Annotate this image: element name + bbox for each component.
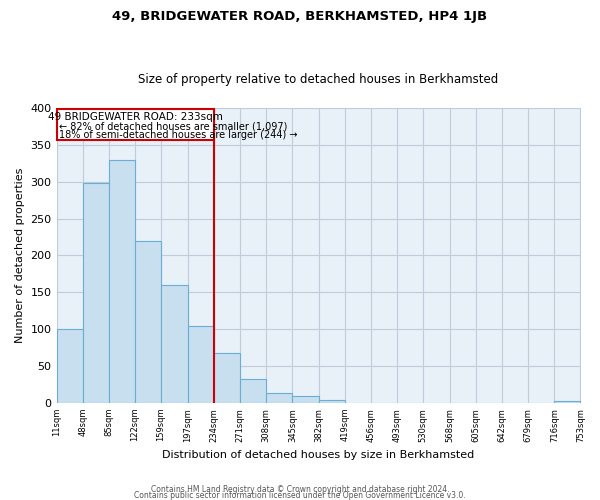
Text: 18% of semi-detached houses are larger (244) →: 18% of semi-detached houses are larger (… xyxy=(59,130,298,140)
Bar xyxy=(214,353,240,403)
FancyBboxPatch shape xyxy=(56,110,214,140)
Bar xyxy=(292,396,319,403)
Bar xyxy=(554,402,580,403)
Text: 49 BRIDGEWATER ROAD: 233sqm: 49 BRIDGEWATER ROAD: 233sqm xyxy=(48,112,223,122)
Text: 49, BRIDGEWATER ROAD, BERKHAMSTED, HP4 1JB: 49, BRIDGEWATER ROAD, BERKHAMSTED, HP4 1… xyxy=(112,10,488,23)
Bar xyxy=(109,160,135,403)
X-axis label: Distribution of detached houses by size in Berkhamsted: Distribution of detached houses by size … xyxy=(163,450,475,460)
Bar xyxy=(319,400,344,403)
Title: Size of property relative to detached houses in Berkhamsted: Size of property relative to detached ho… xyxy=(139,73,499,86)
Bar xyxy=(240,378,266,403)
Bar xyxy=(161,285,188,403)
Bar xyxy=(83,183,109,403)
Text: ← 82% of detached houses are smaller (1,097): ← 82% of detached houses are smaller (1,… xyxy=(59,122,288,132)
Y-axis label: Number of detached properties: Number of detached properties xyxy=(15,168,25,343)
Bar xyxy=(266,392,292,403)
Text: Contains HM Land Registry data © Crown copyright and database right 2024.: Contains HM Land Registry data © Crown c… xyxy=(151,484,449,494)
Bar xyxy=(56,329,83,403)
Text: Contains public sector information licensed under the Open Government Licence v3: Contains public sector information licen… xyxy=(134,490,466,500)
Bar xyxy=(188,326,214,403)
Bar xyxy=(135,240,161,403)
